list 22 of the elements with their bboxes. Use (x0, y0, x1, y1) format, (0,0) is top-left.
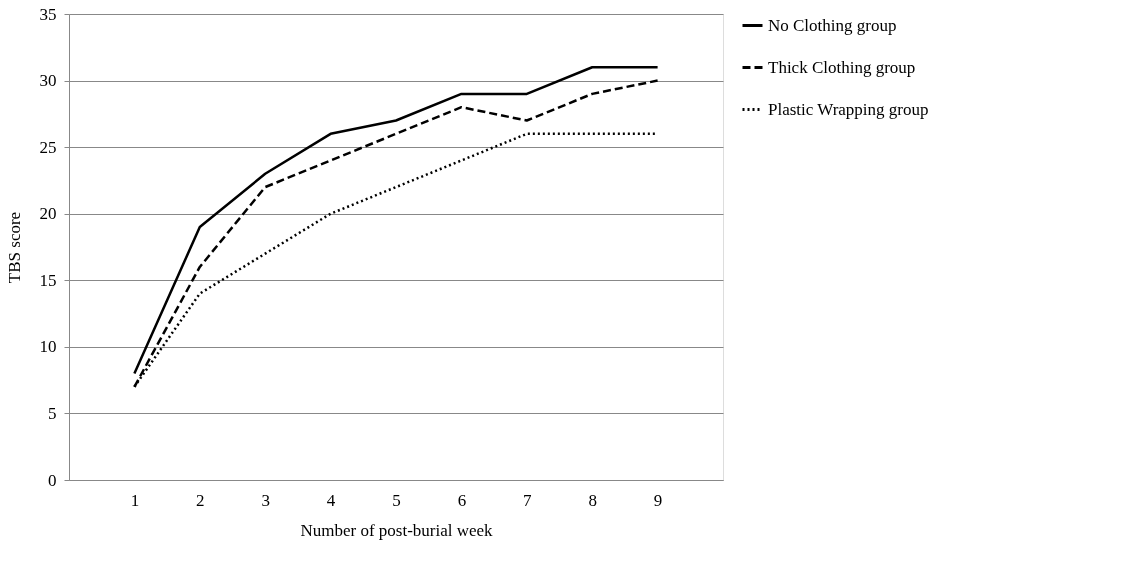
y-tick-label: 0 (48, 470, 57, 490)
legend-label: Plastic Wrapping group (768, 99, 929, 119)
y-tick-label: 30 (39, 71, 57, 91)
y-tick-label: 25 (39, 137, 57, 157)
y-tick-label: 35 (39, 4, 57, 24)
y-tick-label: 15 (39, 270, 57, 290)
y-tick-label: 10 (39, 337, 57, 357)
y-axis-title: TBS score (4, 211, 24, 284)
legend-label: Thick Clothing group (768, 57, 916, 77)
y-tick-label: 20 (39, 204, 57, 224)
x-tick-label: 4 (326, 490, 336, 510)
x-tick-label: 6 (457, 490, 467, 510)
x-tick-label: 1 (130, 490, 140, 510)
x-tick-label: 2 (196, 490, 205, 510)
y-tick-label: 5 (48, 403, 57, 423)
x-axis-title: Number of post-burial week (300, 520, 494, 540)
x-tick-label: 7 (523, 490, 533, 510)
x-tick-label: 8 (588, 490, 597, 510)
x-tick-label: 5 (392, 490, 401, 510)
x-tick-label: 9 (653, 490, 663, 510)
legend-label: No Clothing group (768, 15, 897, 35)
x-tick-label: 3 (261, 490, 270, 510)
